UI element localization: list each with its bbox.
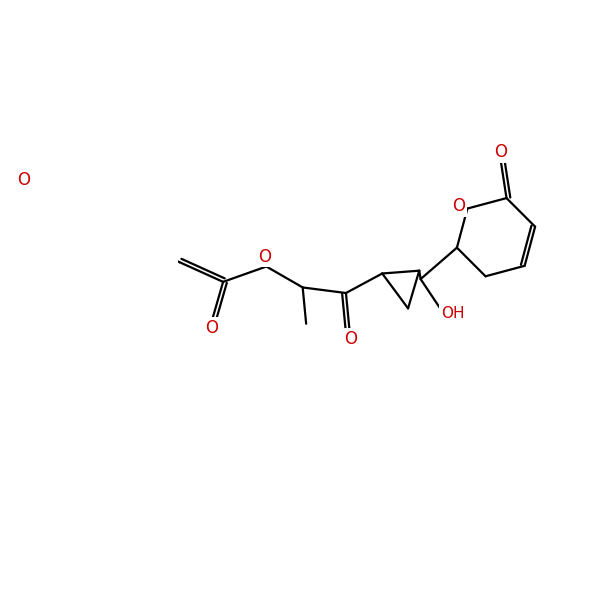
Text: O: O xyxy=(17,170,30,188)
Text: O: O xyxy=(259,248,271,266)
Text: O: O xyxy=(344,330,358,348)
Text: O: O xyxy=(205,319,218,337)
Text: O: O xyxy=(452,197,466,215)
Text: O: O xyxy=(494,143,508,161)
Text: OH: OH xyxy=(441,307,464,322)
